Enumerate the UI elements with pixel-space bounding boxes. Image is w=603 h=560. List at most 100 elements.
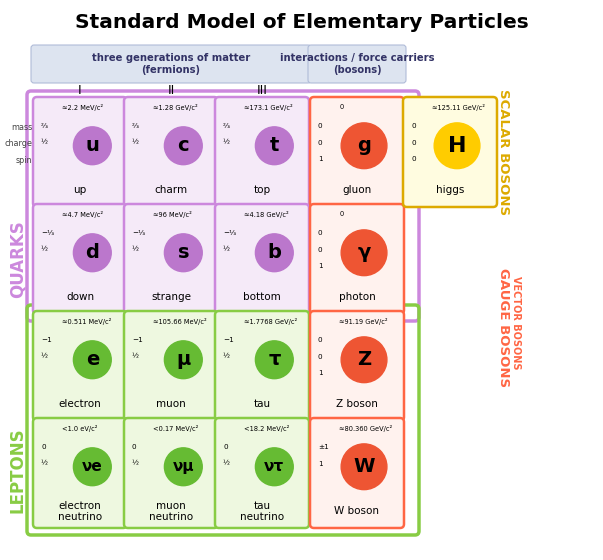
Text: −1: −1 [223,337,234,343]
Text: 0: 0 [411,139,415,146]
Text: ½: ½ [223,139,230,146]
Text: GAUGE BOSONS: GAUGE BOSONS [497,268,511,387]
Circle shape [74,448,111,486]
FancyBboxPatch shape [310,97,404,207]
FancyBboxPatch shape [310,204,404,314]
Text: ½: ½ [41,139,48,146]
Text: ½: ½ [223,246,230,253]
Text: muon
neutrino: muon neutrino [149,501,193,522]
Circle shape [74,234,111,272]
Text: ≈4.18 GeV/c²: ≈4.18 GeV/c² [244,211,289,218]
Text: charge: charge [4,139,32,148]
Text: muon: muon [156,399,186,409]
Text: 0: 0 [339,211,344,217]
Text: 1: 1 [318,370,323,376]
Circle shape [256,234,293,272]
Text: ≈1.7768 GeV/c²: ≈1.7768 GeV/c² [244,318,298,325]
Circle shape [341,337,387,382]
Text: Z: Z [357,350,371,369]
Text: 1: 1 [318,461,323,466]
Text: LEPTONS: LEPTONS [9,427,27,513]
Text: τ: τ [268,350,280,369]
Text: 0: 0 [132,444,137,450]
Text: b: b [267,243,281,262]
FancyBboxPatch shape [310,418,404,528]
Text: −⅓: −⅓ [132,230,145,236]
Text: charm: charm [154,185,188,195]
FancyBboxPatch shape [403,97,497,207]
FancyBboxPatch shape [124,204,218,314]
Text: ≈4.7 MeV/c²: ≈4.7 MeV/c² [62,211,104,218]
Text: ½: ½ [223,461,230,466]
Text: s: s [177,243,189,262]
Text: Standard Model of Elementary Particles: Standard Model of Elementary Particles [75,12,528,31]
FancyBboxPatch shape [33,311,127,421]
Text: −1: −1 [41,337,52,343]
Text: −⅓: −⅓ [223,230,236,236]
Text: 0: 0 [318,123,323,129]
Circle shape [165,341,202,379]
Text: 0: 0 [411,156,415,162]
Text: <0.17 MeV/c²: <0.17 MeV/c² [153,425,199,432]
Circle shape [434,123,480,169]
Text: electron
neutrino: electron neutrino [58,501,102,522]
Text: ½: ½ [132,461,139,466]
Text: Z boson: Z boson [336,399,378,409]
Circle shape [341,444,387,489]
Text: interactions / force carriers
(bosons): interactions / force carriers (bosons) [280,53,434,75]
Circle shape [256,341,293,379]
Text: bottom: bottom [243,292,281,302]
Text: ½: ½ [132,139,139,146]
Text: up: up [74,185,87,195]
Text: 1: 1 [318,263,323,269]
Circle shape [165,234,202,272]
Text: SCALAR BOSONS: SCALAR BOSONS [497,89,511,215]
Text: ½: ½ [223,354,230,360]
Text: d: d [86,243,99,262]
FancyBboxPatch shape [308,45,406,83]
Text: 1: 1 [318,156,323,162]
Text: ½: ½ [41,461,48,466]
Circle shape [74,127,111,165]
FancyBboxPatch shape [124,418,218,528]
Text: 0: 0 [318,354,323,360]
Text: electron: electron [58,399,101,409]
Text: top: top [253,185,271,195]
Circle shape [165,127,202,165]
Text: down: down [66,292,94,302]
Text: tau: tau [253,399,271,409]
Text: I: I [78,83,82,96]
Text: ±1: ±1 [318,444,329,450]
FancyBboxPatch shape [33,97,127,207]
Text: ½: ½ [41,354,48,360]
Text: −⅓: −⅓ [41,230,54,236]
Circle shape [165,448,202,486]
Text: u: u [86,136,99,155]
Text: 0: 0 [41,444,46,450]
Circle shape [256,127,293,165]
Text: ⅔: ⅔ [41,123,48,129]
Circle shape [341,123,387,169]
Text: νμ: νμ [172,459,194,474]
Text: II: II [168,83,175,96]
Text: t: t [270,136,279,155]
FancyBboxPatch shape [215,97,309,207]
Text: <1.0 eV/c²: <1.0 eV/c² [62,425,98,432]
Text: ½: ½ [41,246,48,253]
FancyBboxPatch shape [215,204,309,314]
Text: ≈80.360 GeV/c²: ≈80.360 GeV/c² [339,425,393,432]
Text: three generations of matter
(fermions): three generations of matter (fermions) [92,53,250,75]
Text: 0: 0 [339,104,344,110]
Text: W: W [353,458,375,476]
Text: higgs: higgs [436,185,464,195]
Text: W boson: W boson [335,506,379,516]
FancyBboxPatch shape [215,418,309,528]
Text: ≈105.66 MeV/c²: ≈105.66 MeV/c² [153,318,207,325]
Text: ≈125.11 GeV/c²: ≈125.11 GeV/c² [432,104,485,111]
Text: ≈173.1 GeV/c²: ≈173.1 GeV/c² [244,104,293,111]
Text: c: c [177,136,189,155]
Text: 0: 0 [223,444,227,450]
Text: 0: 0 [318,337,323,343]
FancyBboxPatch shape [124,311,218,421]
Text: νe: νe [82,459,103,474]
